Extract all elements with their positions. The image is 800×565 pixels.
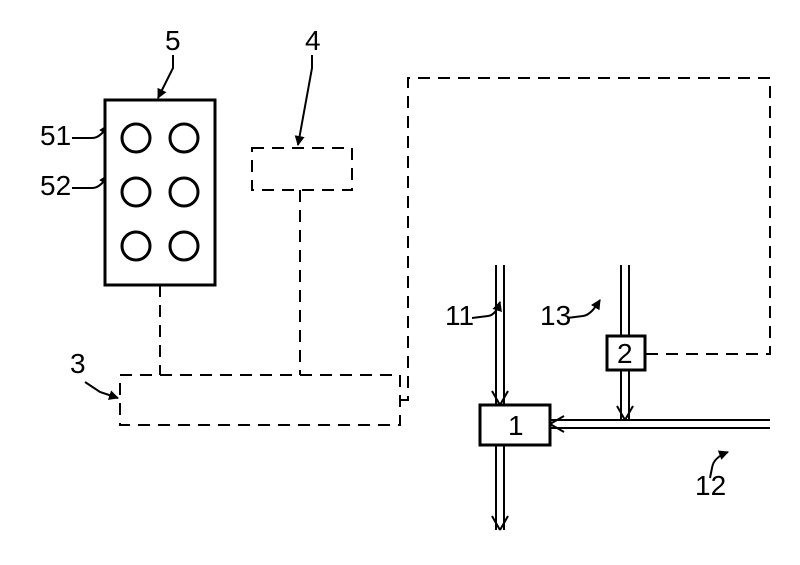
leader-l4_path	[298, 55, 312, 145]
leader-l13_path	[567, 300, 600, 318]
pipe	[617, 370, 633, 420]
technical-diagram: 12545152311131212	[0, 0, 800, 565]
label-l13: 13	[540, 300, 571, 331]
label-l5: 5	[165, 25, 181, 56]
pipe	[492, 265, 508, 405]
pipe	[550, 416, 770, 432]
box-text-top-box2_label: 2	[617, 338, 633, 369]
leader-l5_path	[158, 55, 173, 98]
label-l52: 52	[40, 170, 71, 201]
label-l51: 51	[40, 120, 71, 151]
box-box3	[120, 375, 400, 425]
box-text-top-box1_label: 1	[508, 410, 524, 441]
leader-l3_path	[85, 382, 118, 398]
leader-l52_path	[72, 175, 108, 188]
leader-l51_path	[72, 125, 108, 138]
label-l4: 4	[305, 25, 321, 56]
box-box4	[252, 148, 352, 190]
pipe	[621, 265, 629, 336]
dashed-connection-2	[400, 78, 770, 400]
label-l3: 3	[70, 348, 86, 379]
label-l11: 11	[445, 300, 474, 331]
pipe	[492, 445, 508, 530]
